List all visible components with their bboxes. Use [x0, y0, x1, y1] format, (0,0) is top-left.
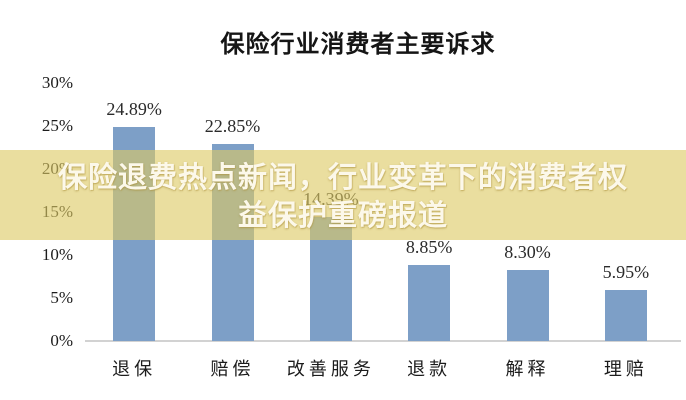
- y-axis-tick-label: 30%: [41, 73, 73, 92]
- bar-value-label: 24.89%: [106, 99, 162, 119]
- category-label: 解释: [505, 359, 550, 379]
- x-axis-line: [85, 340, 681, 342]
- y-axis-tick-label: 5%: [50, 288, 73, 307]
- bar-理赔: [604, 290, 647, 341]
- bar-退款: [408, 265, 451, 341]
- bar-value-label: 5.95%: [602, 262, 650, 282]
- category-label: 退款: [407, 359, 452, 379]
- bar-value-label: 8.85%: [405, 237, 453, 257]
- y-axis-tick-label: 10%: [41, 245, 73, 264]
- chart-title: 保险行业消费者主要诉求: [220, 31, 496, 58]
- overlay-headline-line1: 保险退费热点新闻，行业变革下的消费者权: [57, 162, 628, 194]
- news-overlay-banner: 保险退费热点新闻，行业变革下的消费者权 益保护重磅报道: [0, 150, 686, 240]
- bar-解释: [506, 270, 549, 341]
- category-label: 赔偿: [210, 359, 255, 379]
- category-label: 理赔: [603, 359, 648, 379]
- y-axis-tick-label: 0%: [50, 331, 73, 350]
- category-label: 改善服务: [286, 359, 375, 379]
- y-axis-tick-label: 25%: [41, 116, 73, 135]
- bar-value-label: 8.30%: [504, 242, 551, 262]
- overlay-headline-line2: 益保护重磅报道: [237, 200, 448, 232]
- plot-area: 24.89%退保22.85%赔偿14.39%改善服务8.85%退款8.30%解释…: [42, 73, 681, 379]
- bar-value-label: 22.85%: [204, 116, 261, 136]
- category-label: 退保: [112, 359, 157, 379]
